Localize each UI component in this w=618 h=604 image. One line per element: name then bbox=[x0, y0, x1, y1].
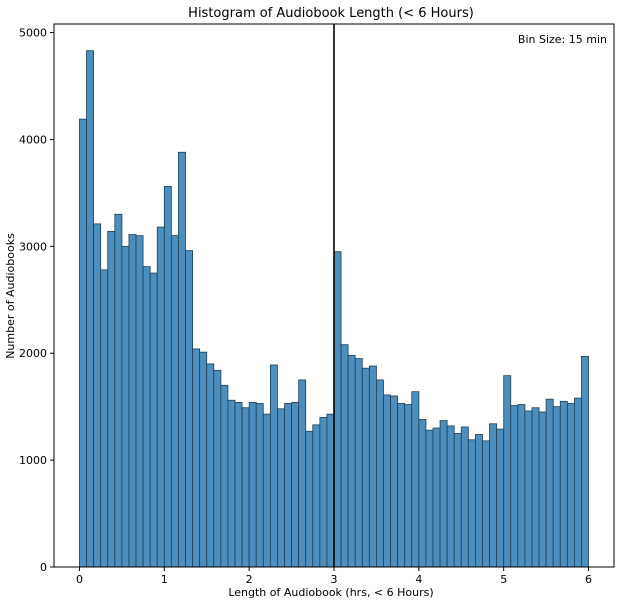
x-axis-ticks: 0 1 2 3 4 5 6 bbox=[76, 567, 592, 586]
histogram-bar bbox=[404, 404, 413, 568]
histogram-bar bbox=[121, 245, 130, 568]
histogram-bar bbox=[220, 384, 229, 568]
histogram-bar bbox=[524, 410, 533, 568]
histogram-bar bbox=[156, 226, 165, 568]
histogram-bar bbox=[383, 394, 391, 568]
x-tick-label: 2 bbox=[246, 573, 253, 586]
histogram-bar bbox=[482, 440, 490, 568]
histogram-bar bbox=[234, 401, 243, 568]
histogram-bar bbox=[340, 344, 349, 568]
x-tick-label: 6 bbox=[585, 573, 592, 586]
histogram-bar bbox=[277, 408, 285, 568]
bin-size-annotation: Bin Size: 15 min bbox=[518, 33, 607, 46]
histogram-bar bbox=[170, 235, 179, 568]
histogram-bar bbox=[93, 223, 102, 568]
histogram-bar bbox=[107, 230, 116, 568]
histogram-bar bbox=[149, 272, 158, 568]
histogram-bar bbox=[496, 428, 505, 568]
histogram-bar bbox=[213, 369, 222, 568]
histogram-bar bbox=[489, 423, 498, 568]
histogram-bar bbox=[291, 401, 300, 568]
histogram-bar bbox=[284, 403, 292, 568]
histogram-bar bbox=[312, 424, 321, 568]
bars-group bbox=[79, 50, 589, 568]
histogram-bar bbox=[114, 213, 123, 568]
histogram-bar bbox=[206, 363, 215, 568]
histogram-bar bbox=[227, 399, 236, 568]
histogram-bar bbox=[192, 348, 201, 568]
histogram-bar bbox=[305, 430, 314, 568]
histogram-bar bbox=[185, 250, 193, 568]
y-tick-label: 2000 bbox=[19, 347, 47, 360]
histogram-bar bbox=[475, 434, 483, 568]
x-tick-label: 3 bbox=[331, 573, 338, 586]
histogram-bar bbox=[460, 426, 469, 568]
histogram-bar bbox=[559, 400, 568, 568]
histogram-bar bbox=[86, 50, 94, 568]
histogram-bar bbox=[163, 186, 172, 568]
histogram-bar bbox=[142, 266, 151, 568]
histogram-bar bbox=[552, 406, 561, 568]
histogram-bar bbox=[418, 419, 427, 568]
x-tick-label: 1 bbox=[161, 573, 168, 586]
histogram-bar bbox=[453, 432, 462, 568]
y-tick-label: 3000 bbox=[19, 240, 47, 253]
histogram-bar bbox=[446, 425, 455, 568]
histogram-bar bbox=[538, 411, 547, 568]
histogram-bar bbox=[354, 358, 363, 568]
histogram-bar bbox=[333, 251, 342, 568]
histogram-bar bbox=[397, 403, 406, 568]
histogram-bar bbox=[503, 375, 512, 568]
histogram-bar bbox=[347, 354, 356, 568]
x-tick-label: 5 bbox=[500, 573, 507, 586]
x-axis-label: Length of Audiobook (hrs, < 6 Hours) bbox=[228, 586, 433, 599]
histogram-bar bbox=[467, 439, 476, 568]
histogram-bar bbox=[517, 404, 526, 568]
y-tick-label: 4000 bbox=[19, 133, 47, 146]
histogram-bar bbox=[298, 379, 307, 568]
y-tick-label: 1000 bbox=[19, 454, 47, 467]
histogram-bar bbox=[199, 351, 208, 568]
histogram-bar bbox=[319, 416, 328, 568]
histogram-bar bbox=[178, 151, 186, 568]
histogram-bar bbox=[425, 429, 434, 568]
histogram-bar bbox=[432, 427, 441, 568]
histogram-bar bbox=[255, 403, 264, 568]
histogram-bar bbox=[531, 407, 540, 568]
histogram-bar bbox=[135, 235, 144, 568]
histogram-bar bbox=[241, 407, 250, 568]
chart-title: Histogram of Audiobook Length (< 6 Hours… bbox=[188, 6, 474, 21]
histogram-bar bbox=[390, 395, 399, 568]
histogram-bar bbox=[269, 364, 278, 568]
y-tick-label: 0 bbox=[40, 561, 47, 574]
x-tick-label: 0 bbox=[76, 573, 83, 586]
histogram-bar bbox=[439, 420, 448, 568]
histogram-bar bbox=[248, 401, 257, 568]
y-axis-ticks: 0 1000 2000 3000 4000 5000 bbox=[19, 27, 54, 574]
y-tick-label: 5000 bbox=[19, 27, 47, 40]
histogram-bar bbox=[79, 118, 87, 568]
histogram-bar bbox=[545, 398, 554, 568]
histogram-bar bbox=[574, 397, 582, 568]
histogram-bar bbox=[566, 403, 575, 568]
histogram-bar bbox=[361, 367, 370, 568]
x-tick-label: 4 bbox=[415, 573, 422, 586]
histogram-bar bbox=[510, 405, 519, 568]
histogram-bar bbox=[581, 356, 589, 568]
histogram-bar bbox=[326, 413, 335, 568]
histogram-bar bbox=[128, 234, 137, 568]
y-axis-label: Number of Audiobooks bbox=[4, 233, 17, 359]
histogram-bar bbox=[411, 391, 420, 568]
histogram-bar bbox=[100, 269, 109, 568]
histogram-bar bbox=[376, 379, 384, 568]
histogram-bar bbox=[368, 365, 377, 568]
histogram-bar bbox=[262, 413, 271, 568]
